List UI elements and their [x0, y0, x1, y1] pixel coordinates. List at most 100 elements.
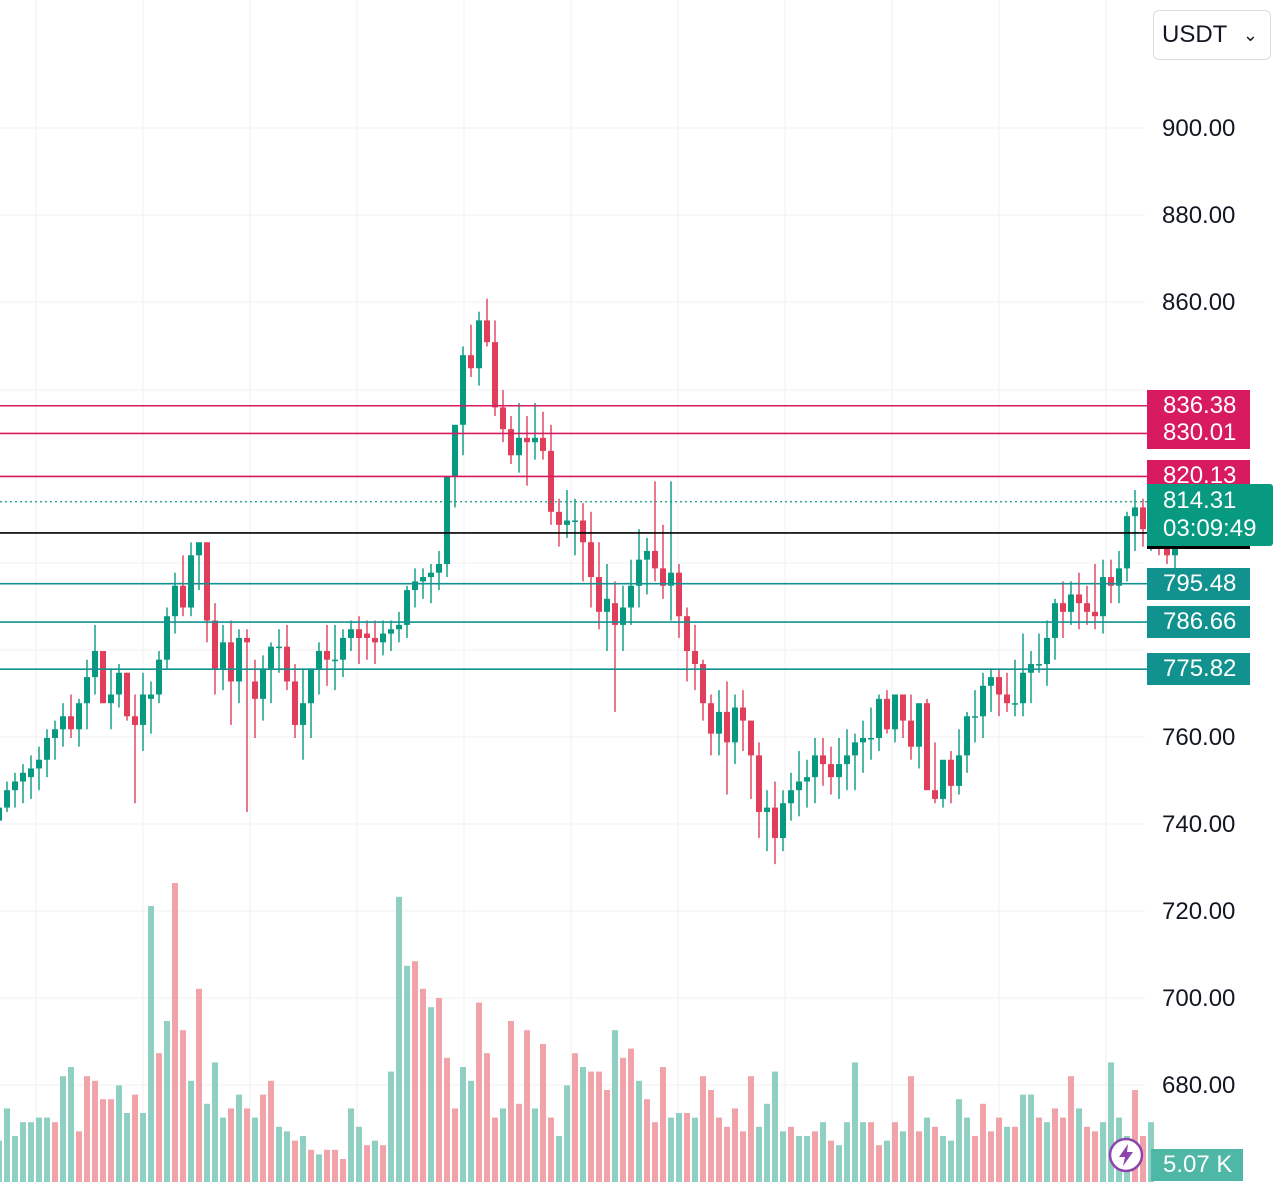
candle-body: [780, 803, 786, 839]
candle-body: [580, 520, 586, 543]
candle-body: [852, 742, 858, 756]
candle-body: [28, 768, 34, 778]
volume-bar: [380, 1145, 386, 1182]
candle-countdown: 03:09:49: [1163, 515, 1257, 542]
volume-bar: [180, 1030, 186, 1182]
candle-body: [844, 755, 850, 765]
candle-body: [324, 651, 330, 660]
candle-body: [532, 437, 538, 443]
candle-body: [1132, 507, 1138, 517]
price-line-tag: 836.38: [1147, 389, 1250, 422]
horizontal-price-lines: [0, 404, 1147, 670]
candle-body: [212, 620, 218, 669]
volume-bar: [556, 1136, 562, 1182]
volume-value-tag: 5.07 K: [1151, 1149, 1243, 1181]
volume-bar: [436, 998, 442, 1182]
candle-body: [1124, 516, 1130, 569]
candle-body: [668, 572, 674, 586]
volume-bar: [748, 1076, 754, 1182]
candle-body: [1108, 577, 1114, 586]
volume-bar: [316, 1154, 322, 1182]
volume-bar: [700, 1076, 706, 1182]
candle-body: [1036, 664, 1042, 666]
volume-bar: [292, 1140, 298, 1182]
volume-bar: [1060, 1117, 1066, 1182]
candle-body: [1116, 568, 1122, 586]
volume-bar: [1140, 1136, 1146, 1182]
candle-body: [492, 342, 498, 408]
volume-bar: [1076, 1108, 1082, 1182]
candle-body: [972, 716, 978, 718]
volume-bar: [844, 1122, 850, 1182]
candle-body: [500, 407, 506, 430]
candle-body: [388, 629, 394, 634]
candle-body: [4, 790, 10, 808]
candle-body: [444, 477, 450, 564]
candle-body: [740, 707, 746, 721]
volume-bar: [492, 1117, 498, 1182]
candle-body: [404, 590, 410, 625]
volume-bar: [1108, 1062, 1114, 1182]
candle-body: [748, 720, 754, 756]
chevron-down-icon: ⌄: [1242, 24, 1258, 45]
volume-bar: [60, 1076, 66, 1182]
candle-body: [724, 711, 730, 743]
volume-bar: [116, 1085, 122, 1182]
candle-body: [60, 716, 66, 730]
volume-bar: [364, 1145, 370, 1182]
volume-bar: [276, 1126, 282, 1182]
candle-body: [156, 659, 162, 695]
volume-bar: [484, 1053, 490, 1182]
candle-body: [92, 651, 98, 678]
volume-bar: [12, 1136, 18, 1182]
volume-bar: [132, 1094, 138, 1182]
candle-body: [812, 755, 818, 778]
candle-body: [468, 355, 474, 369]
volume-bar: [708, 1090, 714, 1182]
candle-body: [620, 607, 626, 625]
candle-body: [796, 781, 802, 791]
candle-body: [348, 629, 354, 638]
volume-bar: [36, 1117, 42, 1182]
candle-body: [412, 581, 418, 591]
candle-body: [20, 772, 26, 782]
price-axis-tick: 700.00: [1162, 985, 1236, 1012]
candle-body: [1044, 637, 1050, 665]
volume-bar: [1052, 1108, 1058, 1182]
volume-bar: [644, 1099, 650, 1182]
candle-body: [1020, 672, 1026, 704]
candle-body: [244, 637, 250, 643]
volume-bar: [564, 1085, 570, 1182]
volume-bar: [156, 1053, 162, 1182]
volume-bar: [500, 1108, 506, 1182]
volume-bar: [444, 1057, 450, 1182]
volume-bar: [980, 1103, 986, 1182]
candle-body: [276, 646, 282, 649]
volume-bar: [900, 1131, 906, 1182]
volume-bar: [196, 988, 202, 1182]
candle-body: [460, 355, 466, 425]
candle-body: [228, 642, 234, 682]
candle-body: [572, 520, 578, 522]
candle-body: [172, 585, 178, 617]
volume-bar: [756, 1126, 762, 1182]
lightning-icon[interactable]: [1108, 1137, 1144, 1173]
volume-bar: [716, 1117, 722, 1182]
volume-bar: [804, 1136, 810, 1182]
volume-bar: [868, 1122, 874, 1182]
volume-bar: [788, 1126, 794, 1182]
volume-bar: [740, 1131, 746, 1182]
volume-bar: [1020, 1094, 1026, 1182]
volume-bar: [572, 1053, 578, 1182]
volume-bar: [796, 1136, 802, 1182]
price-axis-tick: 900.00: [1162, 115, 1236, 142]
price-axis-tick: 880.00: [1162, 202, 1236, 229]
currency-select[interactable]: USDT ⌄: [1153, 10, 1271, 60]
volume-bar: [340, 1159, 346, 1182]
candle-body: [220, 642, 226, 669]
candle-body: [676, 572, 682, 617]
price-axis-tick: 740.00: [1162, 811, 1236, 838]
volume-bar: [884, 1140, 890, 1182]
candle-body: [100, 651, 106, 704]
